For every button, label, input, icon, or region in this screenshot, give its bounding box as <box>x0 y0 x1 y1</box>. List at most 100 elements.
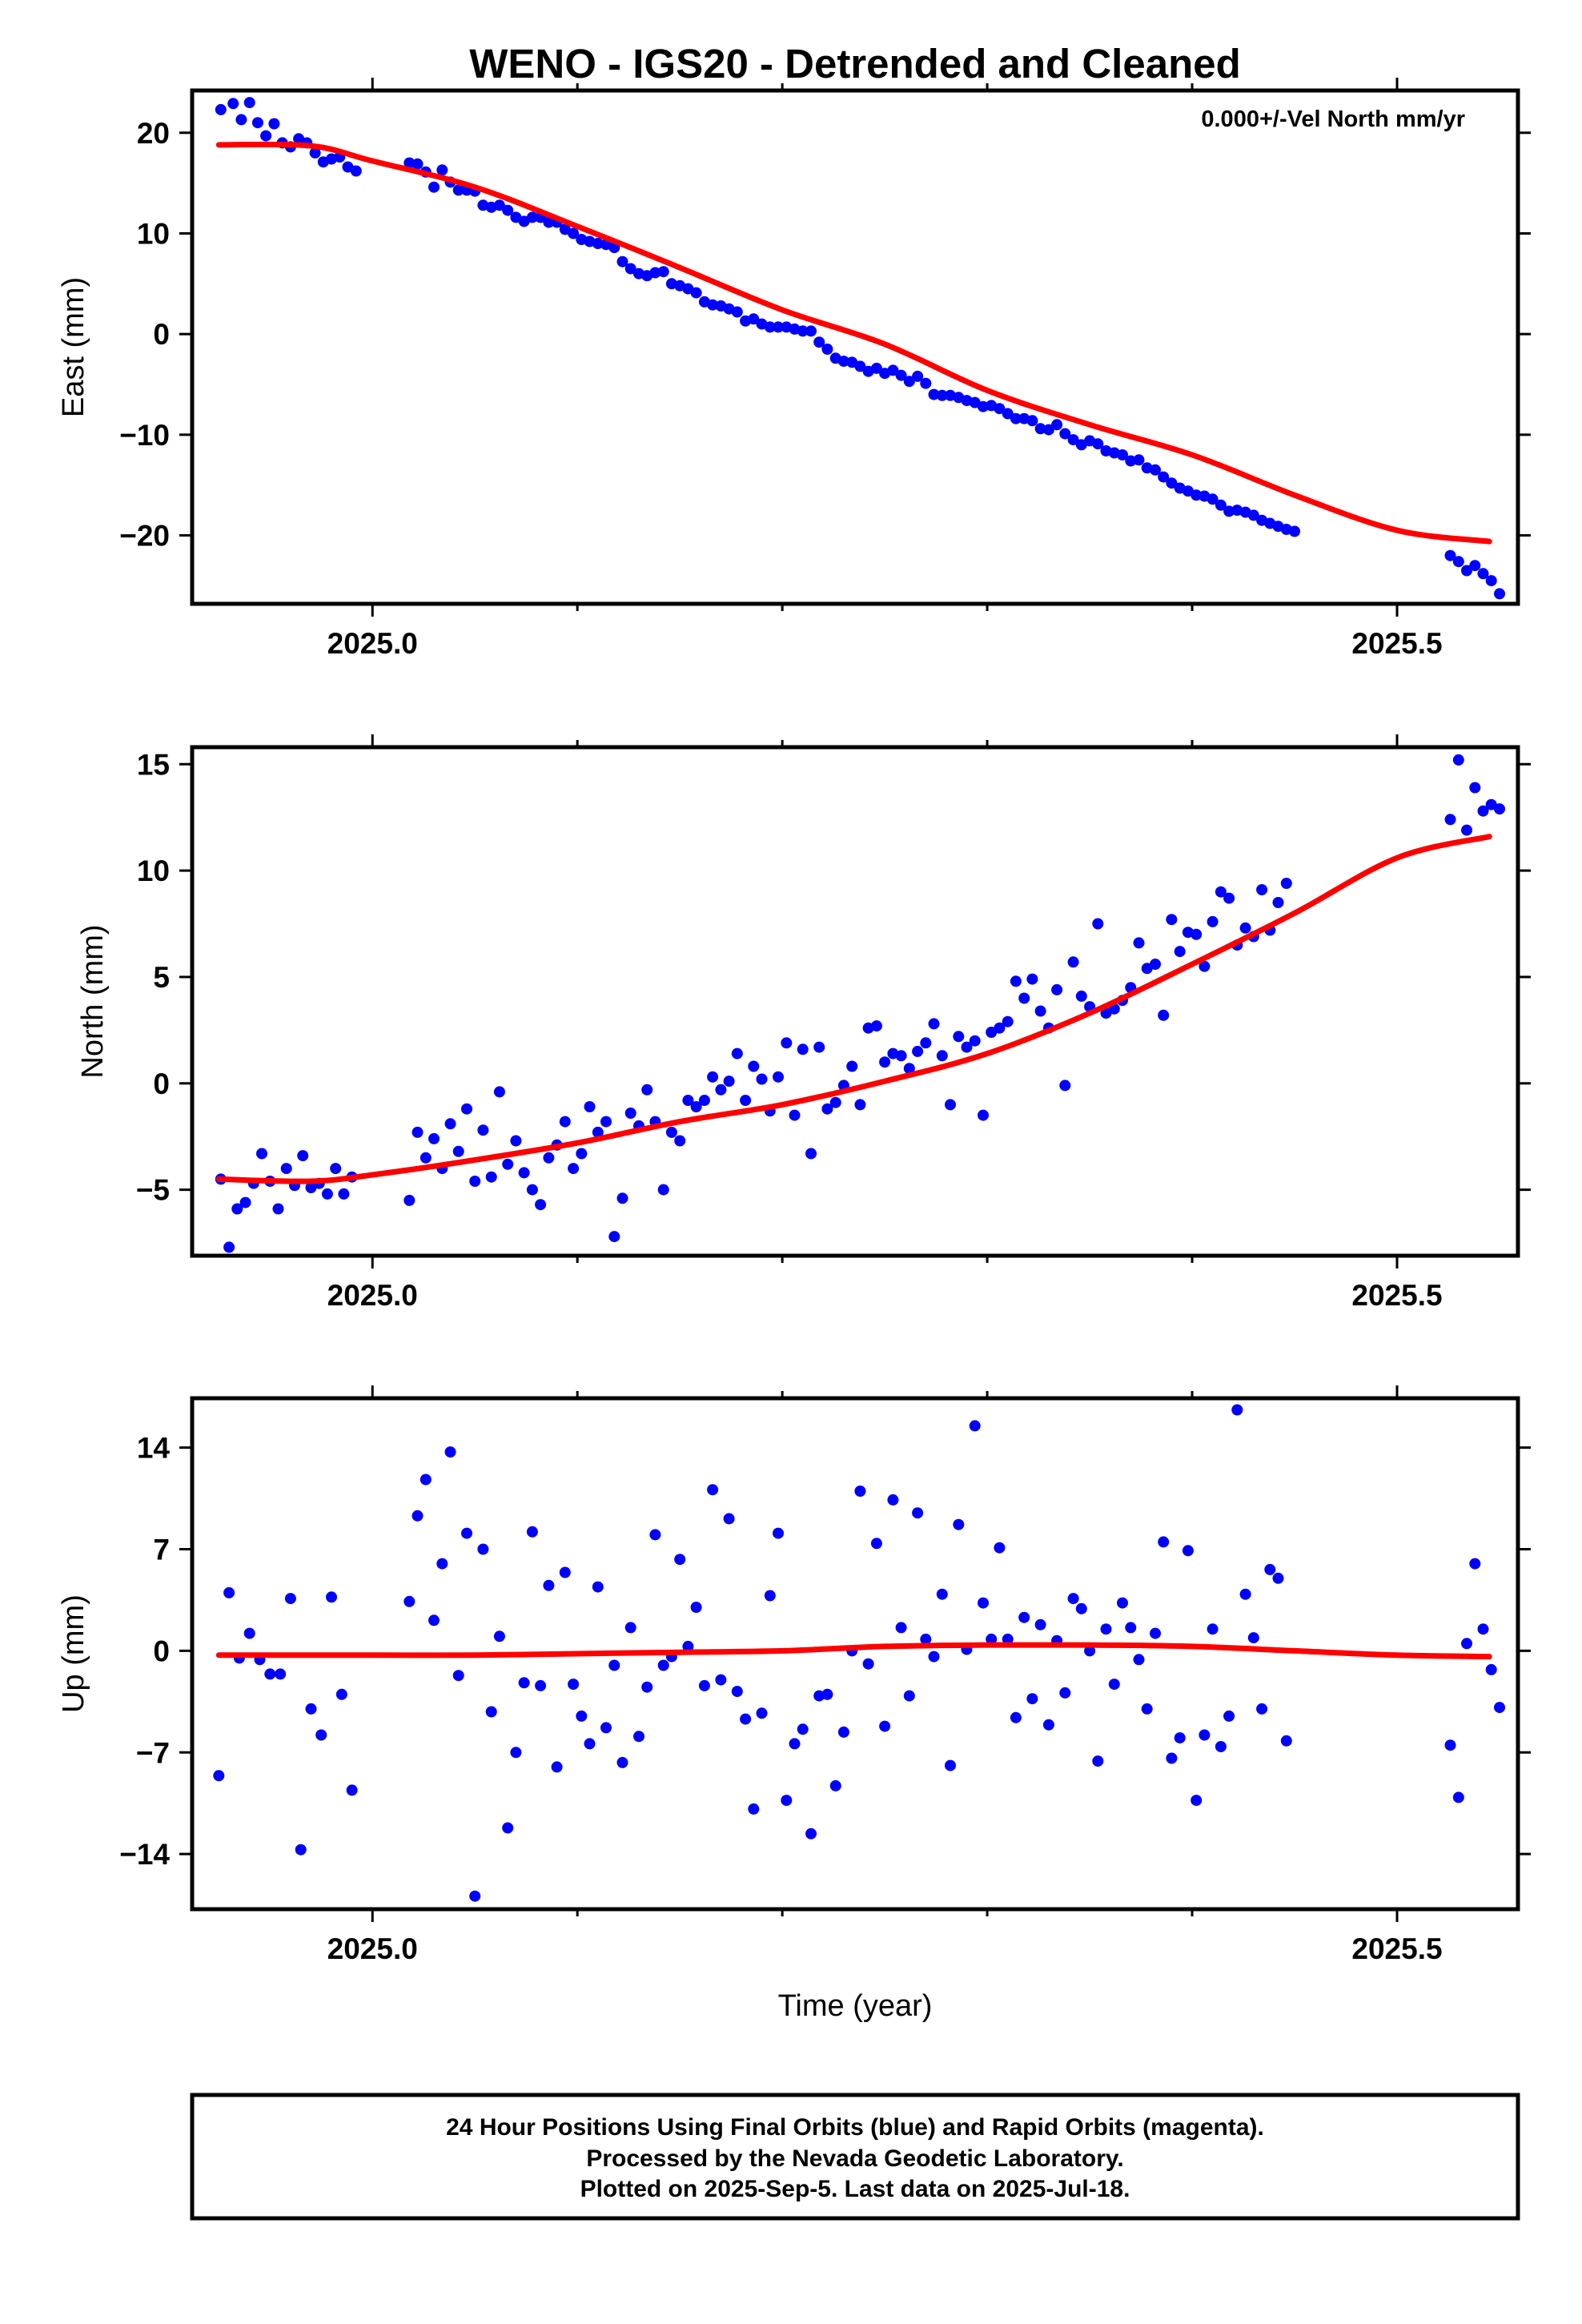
data-point <box>821 1103 833 1115</box>
data-point <box>756 1073 768 1085</box>
data-point <box>493 1086 505 1098</box>
y-tick-label: 5 <box>153 961 170 994</box>
data-point <box>805 1148 817 1160</box>
data-point <box>1059 1080 1071 1092</box>
data-point <box>879 1720 891 1732</box>
data-point <box>870 362 882 374</box>
panel-north: −5 0 5 10 15 2025.0 2025.5 North (mm) <box>76 734 1531 1312</box>
data-point <box>428 1132 440 1144</box>
data-point <box>600 1722 612 1734</box>
data-point <box>1264 1563 1276 1575</box>
data-point <box>764 321 776 333</box>
data-point <box>559 1116 571 1128</box>
data-point <box>436 164 448 176</box>
data-point <box>1182 1545 1194 1557</box>
data-point <box>1444 1739 1456 1751</box>
y-tick-label: 10 <box>137 854 170 887</box>
data-point <box>698 1679 710 1691</box>
data-point <box>978 1597 989 1609</box>
footer-frame <box>190 2093 1520 2221</box>
data-point <box>665 1126 677 1138</box>
y-tick-label: −5 <box>136 1174 170 1207</box>
data-point <box>295 1844 307 1856</box>
data-point <box>1018 1611 1030 1623</box>
data-point <box>510 1135 522 1147</box>
data-point <box>649 267 661 279</box>
data-point <box>213 1770 225 1782</box>
data-point <box>1207 493 1219 505</box>
data-point <box>592 238 604 249</box>
data-point <box>1141 1703 1153 1715</box>
data-point <box>624 263 636 275</box>
data-point <box>510 1747 522 1759</box>
data-point <box>543 1152 555 1164</box>
data-point <box>305 1703 317 1715</box>
data-point <box>829 1779 841 1791</box>
data-points <box>215 754 1505 1253</box>
data-point <box>1010 975 1022 987</box>
data-point <box>740 1095 752 1106</box>
data-point <box>412 1126 424 1138</box>
y-tick-label: 14 <box>137 1432 171 1465</box>
x-axis-label: Time (year) <box>778 1989 933 2023</box>
data-point <box>657 266 669 278</box>
data-point <box>1092 918 1104 930</box>
data-point <box>223 1241 235 1253</box>
data-point <box>821 1688 833 1700</box>
data-point <box>870 1538 882 1550</box>
data-point <box>1018 992 1030 1004</box>
data-point <box>903 1690 915 1702</box>
data-point <box>764 1590 776 1602</box>
data-point <box>280 1163 292 1175</box>
data-point <box>1166 1752 1178 1764</box>
data-point <box>748 1803 760 1815</box>
data-point <box>1174 946 1186 958</box>
x-tick-label: 2025.0 <box>327 1932 418 1965</box>
data-point <box>576 1148 588 1160</box>
data-point <box>568 1163 580 1175</box>
data-point <box>1100 1007 1112 1019</box>
plot-frame <box>190 88 1520 606</box>
data-point <box>1042 424 1054 436</box>
data-point <box>1133 454 1145 466</box>
data-point <box>1067 1593 1079 1605</box>
data-point <box>903 376 915 388</box>
data-point <box>854 360 866 372</box>
data-point <box>953 1031 965 1043</box>
data-point <box>1026 973 1038 985</box>
data-point <box>502 204 514 216</box>
data-point <box>682 1640 694 1652</box>
data-point <box>887 364 899 376</box>
x-tick-label: 2025.5 <box>1351 1279 1442 1312</box>
data-point <box>264 1668 276 1680</box>
data-point <box>485 1171 497 1183</box>
footer-box: 24 Hour Positions Using Final Orbits (bl… <box>190 2093 1520 2221</box>
data-point <box>756 1707 768 1719</box>
y-tick-label: 10 <box>137 217 170 250</box>
data-point <box>1166 914 1178 926</box>
data-point <box>338 1188 350 1200</box>
data-point <box>1280 878 1292 889</box>
data-point <box>412 158 424 170</box>
data-point <box>936 389 948 401</box>
data-point <box>275 1668 287 1680</box>
data-point <box>526 1526 538 1538</box>
data-point <box>268 118 280 130</box>
data-point <box>1477 805 1489 817</box>
data-point <box>945 1759 956 1771</box>
data-point <box>994 1022 1006 1034</box>
data-point <box>452 1670 464 1682</box>
data-point <box>420 1474 432 1486</box>
data-point <box>243 1627 255 1639</box>
data-point <box>1174 1732 1186 1744</box>
data-point <box>1461 1638 1472 1650</box>
y-tick-label: −7 <box>136 1736 170 1769</box>
data-point <box>1477 568 1489 580</box>
data-point <box>346 1784 358 1796</box>
data-point <box>961 1041 973 1053</box>
data-point <box>1117 449 1128 460</box>
data-point <box>502 1158 514 1170</box>
data-point <box>797 325 809 337</box>
data-point <box>1444 549 1456 561</box>
data-point <box>608 1231 620 1243</box>
